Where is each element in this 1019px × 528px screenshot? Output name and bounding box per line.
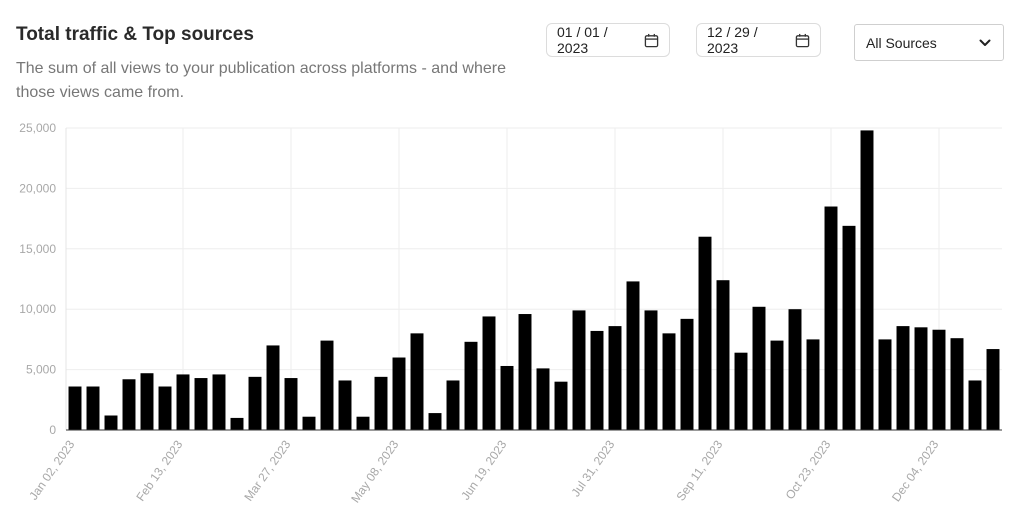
bar[interactable]: [770, 340, 784, 430]
bar[interactable]: [446, 380, 460, 430]
chart-subtitle: The sum of all views to your publication…: [16, 60, 506, 101]
bar[interactable]: [860, 130, 874, 430]
bar[interactable]: [518, 314, 532, 430]
bar[interactable]: [500, 365, 514, 430]
y-tick-label: 5,000: [26, 363, 56, 377]
bar[interactable]: [176, 374, 190, 430]
bar[interactable]: [896, 326, 910, 430]
bar[interactable]: [554, 381, 568, 430]
bar[interactable]: [698, 236, 712, 430]
source-select-value: All Sources: [866, 34, 937, 51]
chart-title: Total traffic & Top sources: [16, 24, 254, 45]
bar[interactable]: [410, 333, 424, 430]
bar[interactable]: [464, 341, 478, 430]
y-tick-label: 15,000: [19, 242, 56, 256]
x-tick-label: Sep 11, 2023: [674, 437, 726, 503]
bar[interactable]: [212, 374, 226, 430]
traffic-bar-chart: 0 5,000 10,000 15,000 20,000 25,000 Jan 02, 20…: [19, 121, 1002, 505]
bar[interactable]: [914, 327, 928, 430]
y-tick-label: 10,000: [19, 302, 56, 316]
end-date-value: 12 / 29 / 2023: [707, 24, 758, 56]
bar[interactable]: [122, 379, 136, 430]
y-tick-label: 25,000: [19, 121, 56, 135]
x-tick-label: Oct 23, 2023: [783, 437, 834, 502]
bar[interactable]: [392, 357, 406, 430]
bar[interactable]: [752, 306, 766, 430]
bar[interactable]: [734, 352, 748, 430]
bar[interactable]: [302, 416, 316, 430]
x-tick-label: Jul 31, 2023: [568, 437, 617, 499]
bar[interactable]: [680, 318, 694, 430]
bar[interactable]: [878, 339, 892, 430]
x-tick-label: Jun 19, 2023: [458, 437, 509, 502]
calendar-icon[interactable]: [795, 33, 810, 48]
bar[interactable]: [158, 386, 172, 430]
x-tick-label: Mar 27, 2023: [241, 437, 293, 503]
bar[interactable]: [428, 413, 442, 430]
bar[interactable]: [932, 329, 946, 430]
bar[interactable]: [824, 206, 838, 430]
bar[interactable]: [788, 309, 802, 430]
bar[interactable]: [842, 225, 856, 430]
bar[interactable]: [320, 340, 334, 430]
start-date-input[interactable]: 01 / 01 / 2023: [546, 23, 670, 57]
bar[interactable]: [68, 386, 82, 430]
bar[interactable]: [986, 349, 1000, 430]
start-date-value: 01 / 01 / 2023: [557, 24, 608, 56]
bar[interactable]: [356, 416, 370, 430]
bar[interactable]: [374, 376, 388, 430]
bar[interactable]: [194, 378, 208, 430]
y-tick-label: 20,000: [19, 181, 56, 195]
bar[interactable]: [266, 345, 280, 430]
x-tick-label: May 08, 2023: [348, 437, 401, 505]
bar[interactable]: [716, 280, 730, 430]
y-tick-label: 0: [49, 423, 56, 437]
bar[interactable]: [140, 373, 154, 430]
bar[interactable]: [284, 378, 298, 430]
bar[interactable]: [248, 376, 262, 430]
source-select[interactable]: All Sources: [854, 24, 1004, 61]
bar[interactable]: [572, 310, 586, 430]
bar[interactable]: [626, 281, 640, 430]
bar[interactable]: [806, 339, 820, 430]
bar[interactable]: [968, 380, 982, 430]
bar[interactable]: [950, 338, 964, 430]
bar[interactable]: [482, 316, 496, 430]
calendar-icon[interactable]: [644, 33, 659, 48]
x-tick-label: Jan 02, 2023: [26, 437, 77, 502]
bar[interactable]: [590, 330, 604, 430]
chevron-down-icon: [979, 39, 991, 46]
x-tick-label: Dec 04, 2023: [889, 437, 942, 504]
bar[interactable]: [104, 415, 118, 430]
x-tick-label: Feb 13, 2023: [133, 437, 185, 503]
bar[interactable]: [662, 333, 676, 430]
bar[interactable]: [230, 417, 244, 430]
bar[interactable]: [338, 380, 352, 430]
end-date-input[interactable]: 12 / 29 / 2023: [696, 23, 821, 57]
bar[interactable]: [86, 386, 100, 430]
bar[interactable]: [608, 326, 622, 430]
bar[interactable]: [536, 368, 550, 430]
bar[interactable]: [644, 310, 658, 430]
